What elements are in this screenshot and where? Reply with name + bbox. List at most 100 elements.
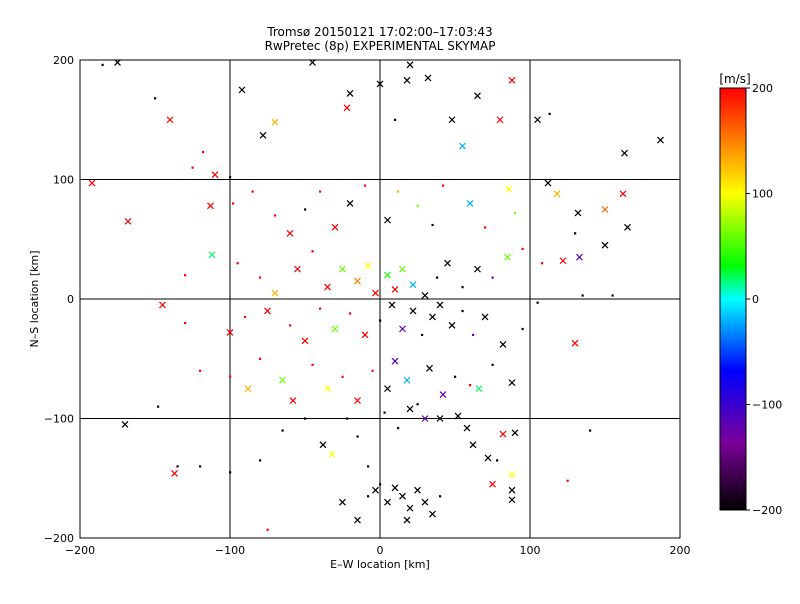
- data-point-cross: [238, 86, 246, 94]
- data-point-cross: [331, 223, 339, 231]
- data-point-cross: [508, 486, 516, 494]
- data-point-dot: [574, 232, 577, 235]
- data-point-dot: [472, 333, 475, 337]
- data-point-cross: [505, 185, 513, 193]
- data-point-cross: [364, 262, 372, 269]
- data-point-cross: [439, 391, 447, 399]
- data-point-cross: [159, 301, 166, 309]
- data-point-dot: [281, 429, 284, 432]
- data-point-cross: [264, 307, 271, 315]
- data-point-cross: [343, 104, 351, 112]
- data-point-cross: [424, 74, 432, 82]
- data-point-cross: [576, 253, 583, 261]
- data-point-cross: [319, 441, 327, 449]
- data-point-dot: [521, 247, 524, 251]
- data-point-cross: [361, 331, 369, 339]
- data-point-cross: [511, 429, 519, 437]
- data-point-cross: [454, 412, 462, 420]
- data-point-cross: [448, 116, 456, 124]
- data-point-cross: [403, 516, 411, 524]
- colorbar-tick-label: −200: [752, 504, 782, 517]
- data-point-dot: [454, 375, 457, 378]
- data-point-cross: [474, 92, 481, 100]
- data-point-cross: [391, 484, 399, 492]
- data-point-dot: [154, 97, 157, 100]
- x-tick-label: −200: [65, 544, 95, 557]
- data-point-dot: [259, 276, 262, 279]
- data-point-cross: [384, 498, 391, 506]
- data-point-cross: [271, 289, 279, 297]
- y-tick-label: −100: [44, 413, 74, 426]
- data-point-cross: [331, 325, 339, 333]
- data-point-cross: [466, 199, 474, 207]
- data-point-cross: [601, 241, 609, 249]
- data-point-dot: [259, 357, 262, 360]
- x-axis-ticks: −200 −100 0 100 200: [65, 544, 691, 557]
- data-point-cross: [339, 498, 346, 506]
- data-point-dot: [289, 324, 292, 327]
- chart-subtitle: RwPretec (8p) EXPERIMENTAL SKYMAP: [265, 39, 496, 53]
- data-point-dot: [611, 294, 614, 297]
- data-point-dot: [416, 204, 419, 207]
- data-point-cross: [354, 397, 361, 404]
- data-point-dot: [266, 528, 269, 531]
- data-point-cross: [559, 257, 567, 265]
- data-point-dot: [274, 214, 277, 217]
- data-point-dot: [379, 319, 382, 322]
- data-point-dot: [229, 471, 232, 474]
- data-point-dot: [469, 384, 472, 387]
- data-point-dot: [304, 208, 307, 211]
- data-point-dot: [439, 495, 442, 498]
- x-tick-label: 200: [670, 544, 691, 557]
- data-point-dot: [379, 483, 382, 486]
- data-point-cross: [372, 486, 379, 494]
- data-point-cross: [436, 415, 444, 422]
- data-point-cross: [399, 265, 406, 273]
- colorbar: [719, 87, 747, 511]
- data-point-cross: [414, 486, 421, 494]
- data-point-dot: [311, 250, 314, 253]
- data-point-cross: [421, 291, 429, 299]
- data-point-cross: [459, 142, 466, 150]
- data-point-cross: [481, 313, 489, 321]
- data-point-cross: [409, 281, 417, 289]
- data-point-dot: [436, 276, 439, 279]
- data-point-cross: [376, 80, 384, 88]
- colorbar-label: [m/s]: [719, 72, 750, 86]
- data-point-cross: [279, 376, 286, 384]
- data-point-cross: [406, 504, 414, 512]
- y-axis-ticks: −200 −100 0 100 200: [44, 54, 74, 545]
- data-point-cross: [444, 259, 451, 267]
- data-point-dot: [346, 417, 349, 420]
- data-point-cross: [354, 277, 361, 285]
- data-point-cross: [469, 441, 477, 449]
- data-point-dot: [367, 465, 370, 468]
- data-point-dot: [484, 226, 487, 229]
- data-point-dot: [349, 312, 352, 315]
- data-point-cross: [436, 301, 444, 309]
- data-point-dot: [521, 327, 524, 331]
- chart-title: Tromsø 20150121 17:02:00–17:03:43: [266, 25, 492, 39]
- data-point-cross: [88, 179, 96, 187]
- data-point-dot: [491, 276, 494, 279]
- data-point-cross: [499, 430, 507, 438]
- data-point-cross: [657, 136, 664, 144]
- data-point-cross: [384, 216, 391, 224]
- data-point-cross: [403, 376, 411, 384]
- data-point-dot: [157, 405, 160, 408]
- data-point-cross: [619, 190, 627, 198]
- data-point-cross: [534, 116, 541, 124]
- data-point-cross: [574, 209, 582, 217]
- data-point-cross: [553, 190, 561, 198]
- data-point-cross: [324, 283, 331, 291]
- data-point-dot: [461, 309, 464, 313]
- data-point-dot: [421, 333, 424, 337]
- colorbar-tick-label: 200: [752, 82, 773, 95]
- data-point-cross: [409, 307, 417, 315]
- data-point-cross: [124, 217, 132, 225]
- colorbar-tick-label: 0: [752, 293, 759, 306]
- data-point-cross: [388, 301, 396, 309]
- data-point-cross: [504, 253, 511, 261]
- data-point-cross: [328, 450, 336, 458]
